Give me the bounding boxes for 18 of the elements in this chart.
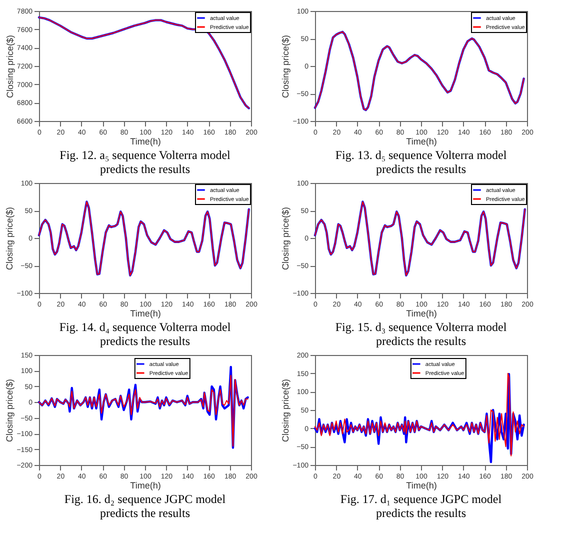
y-axis-title: Closing price($)	[4, 34, 15, 98]
text: Fig. 12. a₅ sequence Volterra model predicts the results	[60, 148, 232, 176]
y-axis-title: Closing price($)	[280, 206, 291, 270]
x-axis-title: Time(h)	[130, 480, 161, 490]
x-axis-title: Time(h)	[406, 136, 437, 146]
text: Fig. 15. d₃ sequence Volterra model predicts the results	[335, 320, 508, 348]
text: Fig. 17. d₁ sequence JGPC model predicts the results	[340, 492, 502, 520]
y-axis-title: Closing price($)	[4, 378, 15, 442]
x-axis-title: Time(h)	[406, 308, 437, 318]
y-axis-title: Closing price($)	[4, 206, 15, 270]
x-axis-title: Time(h)	[406, 480, 437, 490]
y-axis-title: Closing price($)	[280, 34, 291, 98]
x-axis-title: Time(h)	[130, 136, 161, 146]
text: Fig. 13. d₅ sequence Volterra model predicts the results	[335, 148, 508, 176]
text: Fig. 16. d₂ sequence JGPC model predicts the results	[64, 492, 226, 520]
text: Fig. 14. d₄ sequence Volterra model predicts the results	[59, 320, 232, 348]
x-axis-title: Time(h)	[130, 308, 161, 318]
y-axis-title: Closing price($)	[280, 378, 291, 442]
